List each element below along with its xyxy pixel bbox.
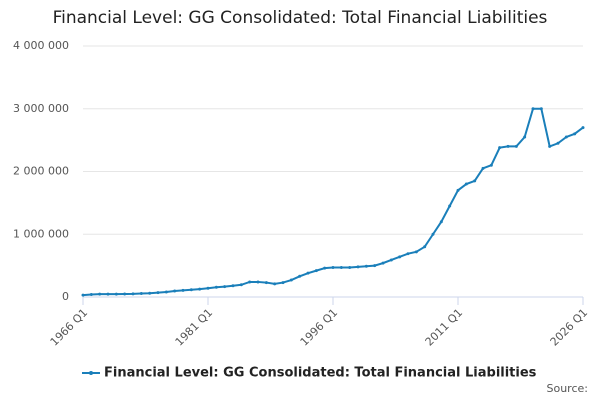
point: [306, 271, 310, 275]
point: [231, 284, 235, 288]
point: [181, 288, 185, 292]
y-tick-label: 4 000 000: [13, 39, 69, 52]
y-tick-label: 2 000 000: [13, 165, 69, 178]
point: [498, 146, 502, 150]
point: [173, 289, 177, 293]
y-tick-label: 0: [62, 290, 69, 303]
point: [98, 292, 102, 296]
chart-title: Financial Level: GG Consolidated: Total …: [53, 8, 548, 28]
point: [314, 269, 318, 273]
point: [331, 266, 335, 270]
point: [548, 144, 552, 148]
point: [273, 282, 277, 286]
point: [131, 292, 135, 296]
legend-marker: [89, 371, 93, 375]
point: [414, 250, 418, 254]
point: [464, 182, 468, 186]
point: [364, 264, 368, 268]
point: [114, 292, 118, 296]
point: [439, 220, 443, 224]
point: [264, 281, 268, 285]
point: [573, 132, 577, 136]
point: [123, 292, 127, 296]
point: [481, 166, 485, 170]
point: [348, 266, 352, 270]
point: [198, 287, 202, 291]
x-tick-label: 2026 Q1: [548, 306, 591, 349]
x-tick-label: 2011 Q1: [423, 306, 466, 349]
point: [239, 283, 243, 287]
point: [89, 292, 93, 296]
point: [81, 293, 85, 297]
point: [281, 281, 285, 285]
point: [406, 252, 410, 256]
point: [248, 280, 252, 284]
x-tick-label: 1981 Q1: [173, 306, 216, 349]
point: [256, 280, 260, 284]
point: [448, 204, 452, 208]
x-tick-label: 1996 Q1: [298, 306, 341, 349]
point: [156, 291, 160, 295]
point: [106, 292, 110, 296]
point: [298, 274, 302, 278]
point: [564, 135, 568, 139]
point: [581, 126, 585, 130]
point: [214, 285, 218, 289]
source: Source:: [547, 382, 589, 395]
point: [189, 288, 193, 292]
point: [539, 107, 543, 111]
point: [431, 232, 435, 236]
point: [523, 135, 527, 139]
point: [456, 188, 460, 192]
x-tick-label: 1966 Q1: [48, 306, 91, 349]
point: [373, 264, 377, 268]
point: [423, 245, 427, 249]
point: [323, 266, 327, 270]
y-tick-label: 1 000 000: [13, 227, 69, 240]
point: [356, 265, 360, 269]
point: [381, 261, 385, 265]
point: [139, 292, 143, 296]
point: [206, 286, 210, 290]
point: [556, 141, 560, 145]
point: [489, 163, 493, 167]
point: [514, 144, 518, 148]
point: [339, 266, 343, 270]
point: [164, 290, 168, 294]
point: [473, 179, 477, 183]
point: [398, 255, 402, 259]
point: [389, 258, 393, 262]
y-tick-label: 3 000 000: [13, 102, 69, 115]
point: [289, 278, 293, 282]
point: [506, 144, 510, 148]
legend-label: Financial Level: GG Consolidated: Total …: [104, 366, 537, 381]
point: [223, 285, 227, 289]
point: [148, 291, 152, 295]
point: [531, 107, 535, 111]
